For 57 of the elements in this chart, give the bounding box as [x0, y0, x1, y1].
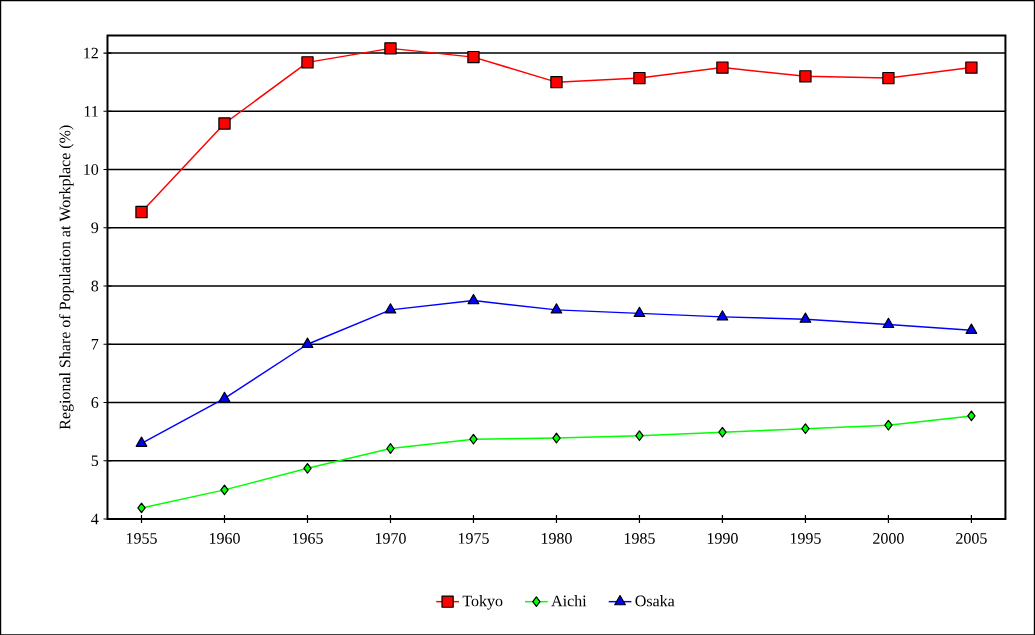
- point: [716, 309, 729, 321]
- y-tick-label: 10: [84, 163, 99, 175]
- point: [633, 306, 646, 317]
- y-tick-label: 12: [84, 47, 98, 59]
- y-tick-label: 11: [84, 105, 98, 117]
- point: [550, 302, 563, 314]
- point: [384, 41, 397, 55]
- point: [301, 55, 314, 69]
- x-tick-label: 1995: [790, 532, 821, 544]
- x-tick-label: 1985: [624, 532, 655, 544]
- point: [384, 302, 397, 314]
- point: [467, 293, 480, 305]
- point: [218, 391, 231, 402]
- legend-label: Tokyo: [462, 594, 503, 610]
- point: [386, 442, 395, 454]
- legend-label: Osaka: [635, 594, 675, 607]
- x-tick-label: 2000: [873, 532, 904, 544]
- point: [799, 69, 812, 83]
- point: [882, 317, 895, 328]
- point: [552, 432, 561, 444]
- x-tick-label: 1965: [292, 532, 323, 544]
- x-tick-label: 2005: [956, 532, 987, 544]
- x-tick-label: 1970: [375, 532, 406, 544]
- point: [965, 323, 978, 334]
- point: [220, 484, 229, 496]
- point: [469, 433, 478, 445]
- y-tick-label: 4: [91, 513, 99, 525]
- y-tick-label: 5: [91, 455, 99, 466]
- x-tick-label: 1975: [458, 532, 489, 544]
- point: [718, 426, 727, 438]
- x-tick-label: 1955: [126, 532, 157, 544]
- y-tick-label: 7: [91, 338, 99, 350]
- x-tick-label: 1960: [209, 532, 240, 544]
- point: [550, 75, 563, 89]
- point: [884, 419, 893, 431]
- y-tick-label: 9: [91, 222, 99, 233]
- point: [882, 71, 895, 85]
- y-tick-label: 8: [91, 280, 99, 292]
- point: [801, 423, 810, 434]
- point: [965, 61, 978, 74]
- point: [716, 61, 729, 74]
- point: [635, 430, 644, 441]
- x-tick-label: 1980: [541, 532, 572, 544]
- point: [967, 410, 976, 422]
- y-tick-label: 6: [91, 396, 99, 408]
- point: [633, 71, 646, 85]
- point: [137, 502, 146, 514]
- point: [135, 205, 148, 219]
- point: [303, 462, 312, 474]
- point: [799, 312, 812, 323]
- point: [301, 337, 314, 348]
- point: [135, 436, 148, 447]
- y-axis-title: Regional Share of Population at Workplace (%): [58, 125, 74, 430]
- x-tick-label: 1990: [707, 532, 738, 544]
- point: [218, 117, 231, 130]
- legend-label: Aichi: [551, 594, 587, 607]
- point: [467, 50, 480, 64]
